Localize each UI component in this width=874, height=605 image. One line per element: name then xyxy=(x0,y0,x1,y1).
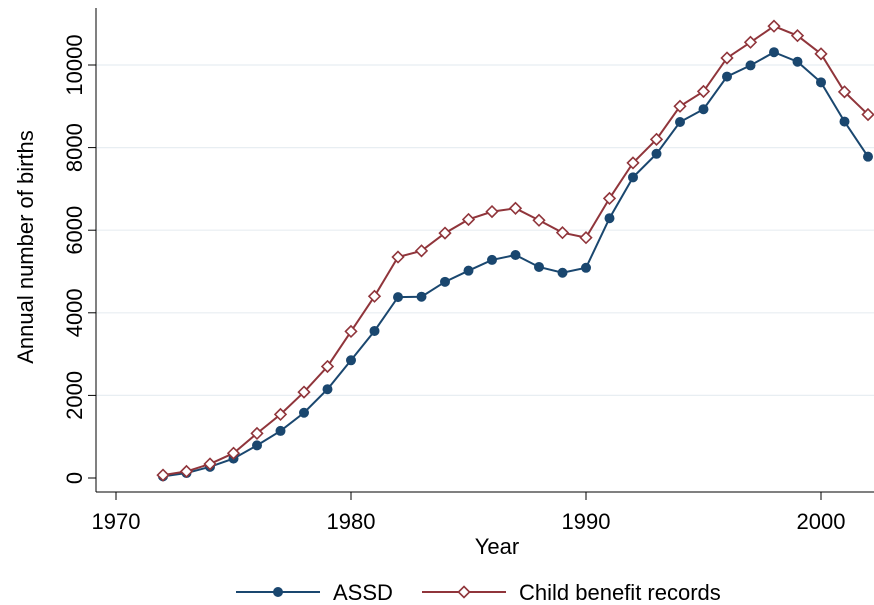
legend-marker xyxy=(273,587,283,597)
data-point xyxy=(839,116,850,127)
series-child-benefit-records xyxy=(156,19,874,482)
data-point xyxy=(369,325,380,336)
data-point xyxy=(440,276,450,287)
data-point xyxy=(461,212,476,227)
data-point xyxy=(626,156,640,170)
data-point xyxy=(769,47,779,58)
y-tick-label: 10000 xyxy=(62,34,87,95)
data-point xyxy=(673,99,687,113)
legend-label: ASSD xyxy=(333,580,393,605)
data-point xyxy=(367,289,382,303)
data-point xyxy=(344,324,358,339)
data-point xyxy=(226,446,241,460)
legend-item: Child benefit records xyxy=(422,580,721,605)
x-tick-label: 1990 xyxy=(562,509,611,534)
data-point xyxy=(767,19,781,33)
y-tick-label: 4000 xyxy=(62,288,87,337)
data-point xyxy=(179,464,194,479)
data-point xyxy=(649,132,664,146)
legend-marker xyxy=(457,585,471,599)
y-tick-label: 0 xyxy=(62,472,87,484)
data-point xyxy=(322,384,333,395)
data-point xyxy=(837,85,852,99)
y-tick-label: 2000 xyxy=(62,371,87,420)
data-point xyxy=(792,56,803,67)
data-point xyxy=(485,204,499,219)
data-point xyxy=(698,104,709,115)
grid-lines xyxy=(96,64,874,396)
data-point xyxy=(391,250,405,264)
data-point xyxy=(814,47,828,61)
data-point xyxy=(510,249,521,260)
data-point xyxy=(156,468,170,482)
data-point xyxy=(297,385,311,399)
series-assd xyxy=(158,47,873,482)
data-point xyxy=(438,226,452,240)
data-point xyxy=(320,359,335,374)
data-point xyxy=(581,262,591,273)
data-point xyxy=(720,51,734,65)
data-point xyxy=(651,148,662,159)
data-point xyxy=(532,213,546,227)
data-point xyxy=(743,35,758,49)
data-point xyxy=(273,407,288,422)
data-point xyxy=(602,191,617,206)
data-point xyxy=(816,77,826,88)
y-axis-title: Annual number of births xyxy=(13,130,38,364)
legend-item: ASSD xyxy=(236,580,393,605)
data-point xyxy=(628,172,638,183)
data-point xyxy=(579,231,593,245)
data-point xyxy=(252,440,262,451)
data-point xyxy=(487,254,497,265)
data-point xyxy=(604,213,615,224)
data-point xyxy=(250,426,264,441)
data-point xyxy=(863,151,873,162)
data-point xyxy=(508,201,523,215)
data-point xyxy=(275,425,286,436)
data-point xyxy=(555,226,570,240)
x-tick-label: 1970 xyxy=(92,509,141,534)
y-axis: 0 2000 4000 6000 8000 10000 xyxy=(62,8,97,492)
x-axis: 1970 1980 1990 2000 xyxy=(92,491,874,534)
data-point xyxy=(463,265,474,276)
data-point xyxy=(416,291,427,302)
series-line xyxy=(162,51,869,478)
data-point xyxy=(203,457,217,471)
data-point xyxy=(534,261,544,272)
x-tick-label: 2000 xyxy=(797,509,846,534)
series-layer xyxy=(156,19,874,482)
data-point xyxy=(299,407,309,418)
y-tick-label: 6000 xyxy=(62,206,87,255)
data-point xyxy=(790,29,805,43)
data-point xyxy=(861,107,874,122)
data-point xyxy=(414,244,429,258)
data-point xyxy=(393,292,403,303)
x-tick-label: 1980 xyxy=(327,509,376,534)
y-tick-label: 8000 xyxy=(62,123,87,172)
data-point xyxy=(346,355,356,366)
data-point xyxy=(745,60,756,71)
data-point xyxy=(675,116,685,127)
data-point xyxy=(557,267,568,278)
x-axis-title: Year xyxy=(475,534,519,559)
data-point xyxy=(696,84,711,99)
legend-label: Child benefit records xyxy=(519,580,721,605)
data-point xyxy=(722,71,732,82)
legend: ASSD Child benefit records xyxy=(236,580,721,605)
